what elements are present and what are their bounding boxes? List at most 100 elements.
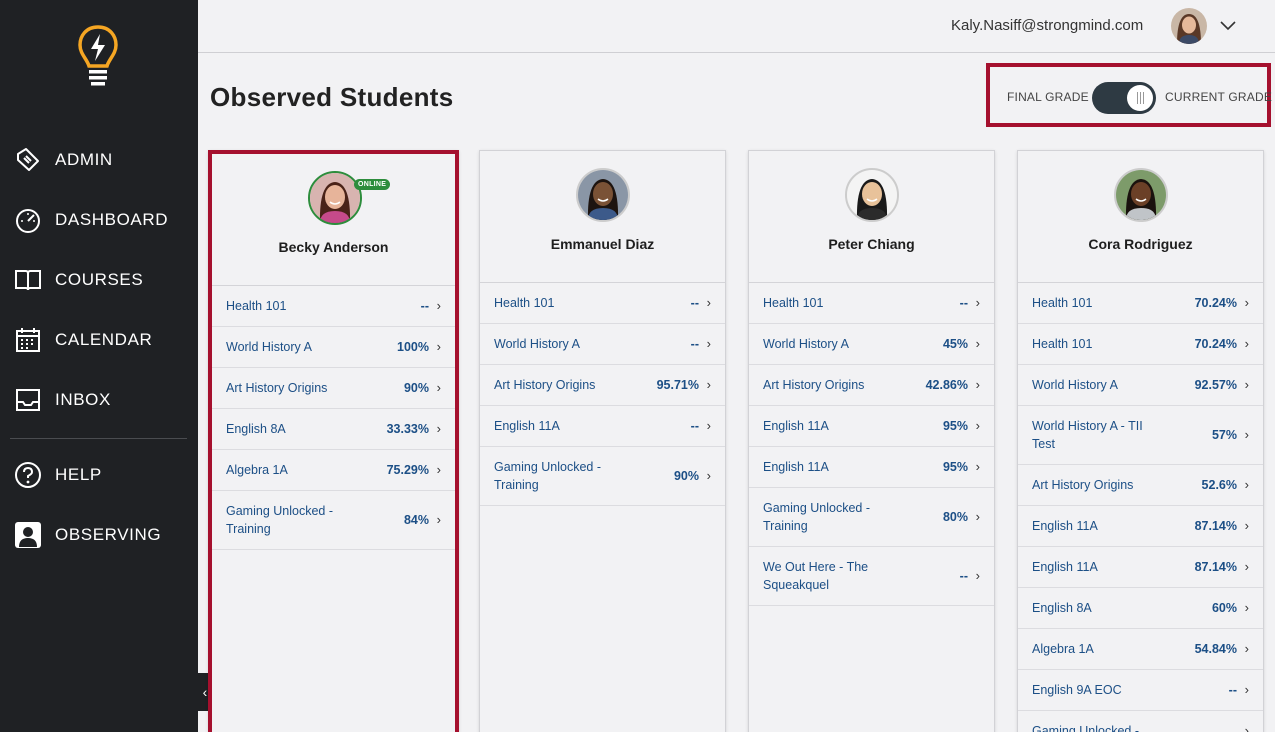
course-name-link[interactable]: Art History Origins bbox=[1032, 478, 1134, 492]
course-name-link[interactable]: Gaming Unlocked - Training bbox=[494, 460, 601, 492]
sidebar-item-help[interactable]: HELP bbox=[0, 453, 198, 497]
student-name[interactable]: Becky Anderson bbox=[278, 239, 389, 255]
course-name-link[interactable]: We Out Here - The Squeakquel bbox=[763, 560, 869, 592]
course-row[interactable]: World History A 92.57% › bbox=[1018, 365, 1263, 406]
course-name-link[interactable]: Health 101 bbox=[1032, 296, 1093, 310]
sidebar-item-courses[interactable]: COURSES bbox=[0, 258, 198, 302]
course-row[interactable]: English 11A 87.14% › bbox=[1018, 547, 1263, 588]
course-grade: 84% bbox=[403, 513, 429, 527]
course-name-link[interactable]: Health 101 bbox=[1032, 337, 1093, 351]
course-name-link[interactable]: Art History Origins bbox=[763, 378, 865, 392]
chevron-right-icon: › bbox=[1244, 294, 1249, 310]
course-row[interactable]: Art History Origins 52.6% › bbox=[1018, 465, 1263, 506]
course-row[interactable]: Algebra 1A 75.29% › bbox=[212, 450, 455, 491]
sidebar-item-calendar[interactable]: CALENDAR bbox=[0, 318, 198, 362]
top-bar: Kaly.Nasiff@strongmind.com bbox=[198, 0, 1275, 53]
course-name-link[interactable]: World History A bbox=[1032, 378, 1118, 392]
course-name-link[interactable]: English 8A bbox=[226, 422, 286, 436]
course-name-link[interactable]: Gaming Unlocked - bbox=[1032, 724, 1139, 732]
course-row[interactable]: Health 101 70.24% › bbox=[1018, 324, 1263, 365]
student-avatar[interactable] bbox=[845, 168, 899, 222]
course-row[interactable]: World History A - TII Test 57% › bbox=[1018, 406, 1263, 465]
lightbulb-logo-icon[interactable] bbox=[76, 24, 120, 90]
chevron-down-icon[interactable] bbox=[1219, 16, 1237, 34]
course-name-link[interactable]: Gaming Unlocked - Training bbox=[226, 504, 333, 536]
course-row[interactable]: English 11A 95% › bbox=[749, 406, 994, 447]
course-grade: 90% bbox=[403, 381, 429, 395]
course-name-link[interactable]: Health 101 bbox=[763, 296, 824, 310]
course-name-link[interactable]: World History A bbox=[226, 340, 312, 354]
sidebar-item-admin[interactable]: ADMIN bbox=[0, 138, 198, 182]
course-name-link[interactable]: English 11A bbox=[1032, 519, 1098, 533]
student-name[interactable]: Peter Chiang bbox=[828, 236, 915, 252]
student-name[interactable]: Emmanuel Diaz bbox=[550, 236, 655, 252]
course-name-link[interactable]: World History A bbox=[763, 337, 849, 351]
student-name[interactable]: Cora Rodriguez bbox=[1088, 236, 1193, 252]
course-name-link[interactable]: English 11A bbox=[763, 460, 829, 474]
student-avatar[interactable] bbox=[576, 168, 630, 222]
course-grade: 70.24% bbox=[1194, 296, 1237, 310]
course-grade: -- bbox=[690, 296, 699, 310]
course-row[interactable]: We Out Here - The Squeakquel -- › bbox=[749, 547, 994, 606]
course-row[interactable]: English 8A 33.33% › bbox=[212, 409, 455, 450]
course-name-link[interactable]: Health 101 bbox=[494, 296, 555, 310]
course-name-link[interactable]: Algebra 1A bbox=[226, 463, 288, 477]
page-title: Observed Students bbox=[210, 82, 454, 112]
inbox-icon bbox=[16, 389, 40, 411]
user-email[interactable]: Kaly.Nasiff@strongmind.com bbox=[951, 17, 1144, 34]
chevron-right-icon: › bbox=[1244, 376, 1249, 392]
course-name-link[interactable]: English 11A bbox=[494, 419, 560, 433]
course-name-link[interactable]: Gaming Unlocked - Training bbox=[763, 501, 870, 533]
course-name-link[interactable]: World History A bbox=[494, 337, 580, 351]
course-row[interactable]: Health 101 -- › bbox=[212, 286, 455, 327]
course-row[interactable]: English 11A 87.14% › bbox=[1018, 506, 1263, 547]
course-name-link[interactable]: World History A - TII Test bbox=[1032, 419, 1143, 451]
course-name-link[interactable]: English 9A EOC bbox=[1032, 683, 1122, 697]
course-row[interactable]: Health 101 -- › bbox=[480, 283, 725, 324]
sidebar-item-inbox[interactable]: INBOX bbox=[0, 378, 198, 422]
course-row[interactable]: Art History Origins 95.71% › bbox=[480, 365, 725, 406]
course-grade: 90% bbox=[673, 469, 699, 483]
course-name-link[interactable]: Algebra 1A bbox=[1032, 642, 1094, 656]
chevron-right-icon: › bbox=[975, 376, 980, 392]
course-row[interactable]: World History A -- › bbox=[480, 324, 725, 365]
course-row[interactable]: Gaming Unlocked - › bbox=[1018, 711, 1263, 732]
course-row[interactable]: Gaming Unlocked - Training 84% › bbox=[212, 491, 455, 550]
student-avatar[interactable] bbox=[1114, 168, 1168, 222]
chevron-right-icon: › bbox=[706, 467, 711, 483]
course-name-link[interactable]: English 8A bbox=[1032, 601, 1092, 615]
chevron-right-icon: › bbox=[706, 417, 711, 433]
course-grade: 57% bbox=[1211, 428, 1237, 442]
course-row[interactable]: Art History Origins 90% › bbox=[212, 368, 455, 409]
student-avatar[interactable] bbox=[308, 171, 362, 225]
course-row[interactable]: Algebra 1A 54.84% › bbox=[1018, 629, 1263, 670]
chevron-right-icon: › bbox=[1244, 722, 1249, 732]
course-name-link[interactable]: English 11A bbox=[763, 419, 829, 433]
sidebar-item-observing[interactable]: OBSERVING bbox=[0, 513, 198, 557]
user-avatar[interactable] bbox=[1171, 8, 1207, 44]
course-name-link[interactable]: English 11A bbox=[1032, 560, 1098, 574]
course-row[interactable]: Gaming Unlocked - Training 90% › bbox=[480, 447, 725, 506]
student-card: Cora Rodriguez Health 101 70.24% › Health 10… bbox=[1017, 150, 1264, 732]
grade-mode-toggle[interactable] bbox=[1092, 82, 1156, 114]
course-row[interactable]: World History A 100% › bbox=[212, 327, 455, 368]
course-grade: 95% bbox=[942, 460, 968, 474]
course-row[interactable]: English 8A 60% › bbox=[1018, 588, 1263, 629]
chevron-right-icon: › bbox=[975, 294, 980, 310]
course-row[interactable]: Art History Origins 42.86% › bbox=[749, 365, 994, 406]
course-row[interactable]: English 11A 95% › bbox=[749, 447, 994, 488]
course-row[interactable]: Health 101 70.24% › bbox=[1018, 283, 1263, 324]
course-row[interactable]: Gaming Unlocked - Training 80% › bbox=[749, 488, 994, 547]
course-grade: 52.6% bbox=[1201, 478, 1237, 492]
course-row[interactable]: Health 101 -- › bbox=[749, 283, 994, 324]
course-row[interactable]: World History A 45% › bbox=[749, 324, 994, 365]
course-row[interactable]: English 11A -- › bbox=[480, 406, 725, 447]
course-row[interactable]: English 9A EOC -- › bbox=[1018, 670, 1263, 711]
sidebar-item-dashboard[interactable]: DASHBOARD bbox=[0, 198, 198, 242]
course-name-link[interactable]: Health 101 bbox=[226, 299, 287, 313]
course-grade: 54.84% bbox=[1194, 642, 1237, 656]
course-name-link[interactable]: Art History Origins bbox=[226, 381, 328, 395]
course-name-link[interactable]: Art History Origins bbox=[494, 378, 596, 392]
chevron-right-icon: › bbox=[975, 417, 980, 433]
student-card: Peter Chiang Health 101 -- › World History A… bbox=[748, 150, 995, 732]
